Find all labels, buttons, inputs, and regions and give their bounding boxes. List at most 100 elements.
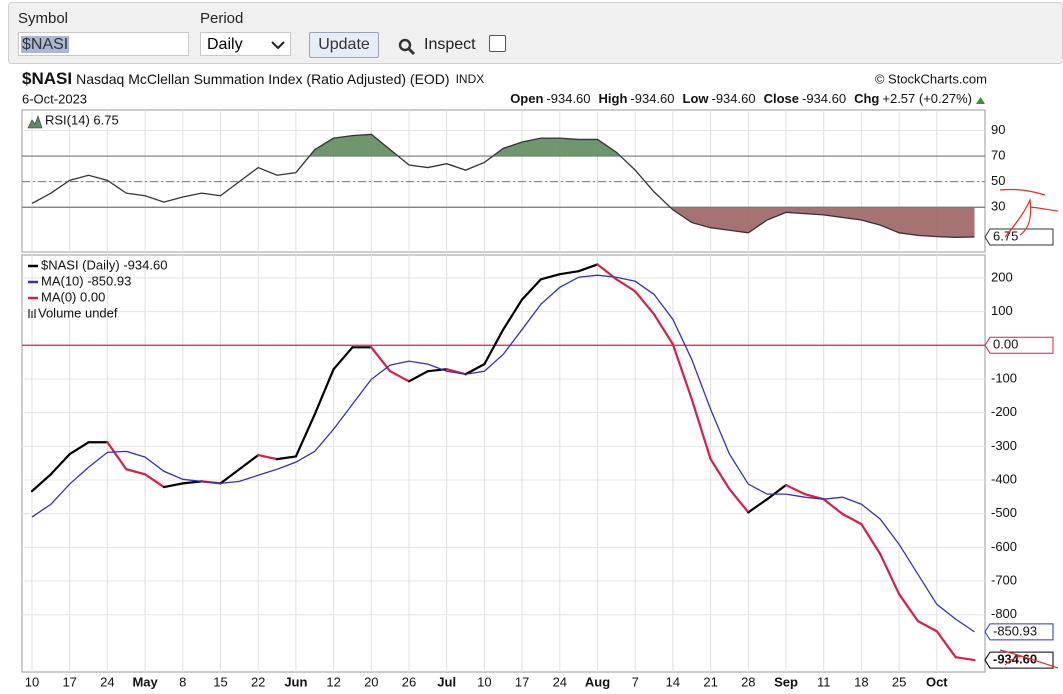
description: Nasdaq McClellan Summation Index (Ratio … — [76, 71, 450, 87]
price-segment — [634, 290, 656, 316]
x-tick-label: 10 — [477, 674, 491, 689]
symbol-label: Symbol — [18, 10, 69, 27]
quote-label: Open — [510, 91, 543, 106]
price-segment — [313, 368, 335, 416]
y-tick-label: -100 — [991, 370, 1017, 385]
y-tick-label: -500 — [991, 505, 1017, 520]
price-segment — [238, 453, 260, 471]
y-tick-label: 200 — [991, 269, 1013, 284]
price-segment — [294, 413, 316, 458]
price-segment — [784, 483, 806, 496]
period-select[interactable]: Daily — [200, 32, 291, 56]
price-segment — [897, 593, 920, 623]
price-segment — [275, 455, 297, 461]
price-segment — [558, 270, 580, 276]
x-tick-label: Aug — [585, 674, 610, 689]
x-tick-label: 14 — [666, 674, 680, 689]
rsi-legend-icon — [27, 115, 43, 129]
legend-entry: $NASI (Daily) -934.60 — [41, 257, 167, 272]
rsi-line — [31, 133, 975, 238]
price-segment — [671, 343, 693, 401]
price-segment — [257, 453, 279, 461]
x-tick-label: 24 — [100, 674, 114, 689]
x-tick-label: 17 — [62, 674, 76, 689]
y-tick-label: 30 — [991, 199, 1005, 214]
x-tick-label: 12 — [326, 674, 340, 689]
price-segment — [125, 468, 147, 476]
end-label-box — [984, 651, 1054, 669]
quote-value: -934.60 — [802, 91, 846, 106]
y-tick-label: -600 — [991, 539, 1017, 554]
y-tick-label: -200 — [991, 404, 1017, 419]
panel-frame — [21, 254, 986, 673]
inspect-checkbox[interactable] — [489, 35, 506, 52]
price-segment — [144, 473, 166, 489]
price-segment — [539, 273, 561, 281]
quote-line: Open -934.60 High -934.60 Low -934.60 Close -93… — [510, 91, 972, 106]
inspect-label: Inspect — [424, 36, 476, 53]
x-tick-label: 26 — [402, 674, 416, 689]
volume-icon — [28, 309, 30, 318]
volume-icon — [31, 311, 33, 318]
date: 6-Oct-2023 — [22, 91, 87, 106]
y-tick-label: 50 — [991, 173, 1005, 188]
y-tick-label: -700 — [991, 572, 1017, 587]
search-icon — [398, 38, 416, 56]
annotation-scribble — [999, 188, 1046, 196]
symbol: $NASI — [22, 69, 72, 88]
end-label: -934.60 — [993, 652, 1037, 667]
price-segment — [49, 452, 71, 476]
price-segment — [106, 441, 128, 471]
price-segment — [766, 483, 788, 501]
quote-label: Chg — [854, 91, 879, 106]
x-tick-label: Jun — [284, 674, 307, 689]
quote-value: -934.60 — [712, 91, 756, 106]
x-tick-label: 21 — [703, 674, 717, 689]
price-segment — [577, 263, 599, 273]
volume-icon — [34, 309, 36, 318]
x-tick-label: 7 — [632, 674, 639, 689]
symbol-input[interactable]: $NASI — [18, 32, 189, 56]
price-segment — [332, 346, 354, 371]
x-tick-label: Oct — [926, 674, 948, 689]
quote-label: High — [599, 91, 628, 106]
price-segment — [389, 370, 411, 383]
price-segment — [954, 656, 976, 662]
legend-entry: MA(10) -850.93 — [41, 273, 131, 288]
price-segment — [181, 480, 203, 485]
quote-value: -934.60 — [546, 91, 590, 106]
x-tick-label: 18 — [854, 674, 868, 689]
annotation-scribble — [999, 649, 1059, 669]
x-tick-label: 11 — [817, 674, 831, 689]
x-tick-label: 8 — [179, 674, 186, 689]
end-label: -850.93 — [993, 623, 1037, 638]
x-tick-label: 22 — [251, 674, 265, 689]
x-tick-label: 28 — [741, 674, 755, 689]
ma-line — [31, 274, 975, 633]
quote-value: -934.60 — [630, 91, 674, 106]
quote-label: Close — [764, 91, 799, 106]
price-segment — [860, 523, 882, 556]
x-tick-label: 15 — [213, 674, 227, 689]
panel-frame — [21, 109, 986, 253]
price-segment — [68, 441, 90, 456]
y-tick-label: -800 — [991, 606, 1017, 621]
x-tick-label: May — [132, 674, 158, 689]
x-tick-label: 25 — [892, 674, 906, 689]
annotation-scribble — [1004, 197, 1032, 238]
price-segment — [162, 482, 184, 489]
update-button[interactable]: Update — [309, 32, 379, 58]
price-segment — [841, 512, 863, 526]
y-tick-label: 90 — [991, 122, 1005, 137]
chevron — [271, 41, 285, 50]
price-segment — [407, 370, 429, 383]
symbol-value: $NASI — [21, 36, 70, 53]
change-arrow — [976, 97, 985, 104]
period-label: Period — [200, 10, 244, 27]
y-tick-label: -300 — [991, 438, 1017, 453]
period-value: Daily — [207, 36, 243, 53]
x-tick-label: 17 — [515, 674, 529, 689]
price-segment — [219, 468, 241, 485]
price-segment — [747, 498, 769, 514]
